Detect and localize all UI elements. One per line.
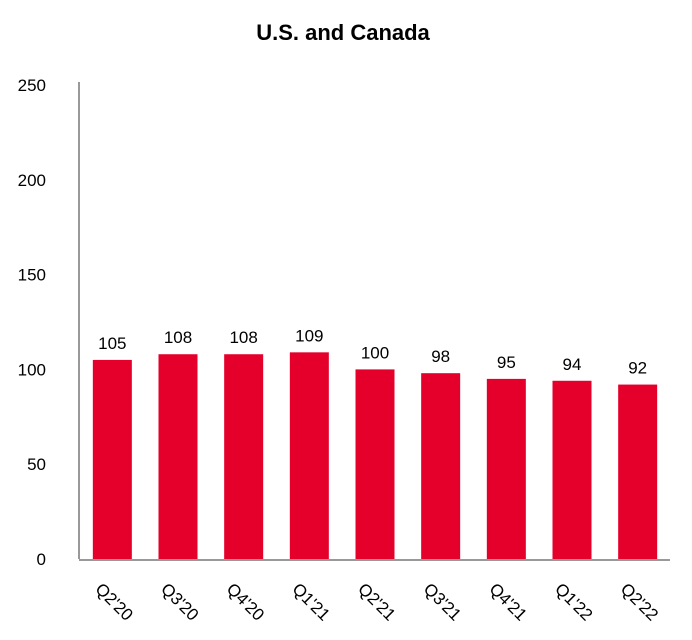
x-tick-label: Q2'21	[354, 579, 399, 624]
bar	[92, 359, 132, 559]
x-tick-label: Q4'21	[486, 579, 531, 624]
bar	[158, 354, 198, 559]
x-tick-label: Q2'20	[92, 579, 137, 624]
bar	[486, 378, 526, 559]
bar	[618, 384, 658, 559]
y-tick-label: 100	[18, 360, 46, 379]
data-label: 105	[98, 334, 126, 353]
data-label: 108	[229, 328, 257, 347]
y-tick-label: 0	[37, 550, 46, 569]
data-label: 108	[164, 328, 192, 347]
x-tick-label: Q1'21	[289, 579, 334, 624]
bar	[289, 352, 329, 559]
x-tick-label: Q4'20	[223, 579, 268, 624]
x-tick-label: Q1'22	[551, 579, 596, 624]
x-tick-label: Q3'20	[157, 579, 202, 624]
data-label: 92	[628, 359, 647, 378]
bar	[355, 369, 395, 559]
x-tick-label: Q2'22	[617, 579, 662, 624]
data-label: 100	[361, 343, 389, 362]
bar	[421, 373, 461, 559]
y-tick-label: 50	[27, 455, 46, 474]
data-label: 95	[497, 353, 516, 372]
y-tick-label: 200	[18, 171, 46, 190]
chart-title: U.S. and Canada	[256, 20, 430, 45]
data-label: 94	[563, 355, 582, 374]
y-tick-label: 250	[18, 76, 46, 95]
bar	[224, 354, 264, 559]
y-tick-label: 150	[18, 266, 46, 285]
data-label: 98	[431, 347, 450, 366]
x-tick-label: Q3'21	[420, 579, 465, 624]
data-label: 109	[295, 326, 323, 345]
bar	[552, 380, 592, 559]
